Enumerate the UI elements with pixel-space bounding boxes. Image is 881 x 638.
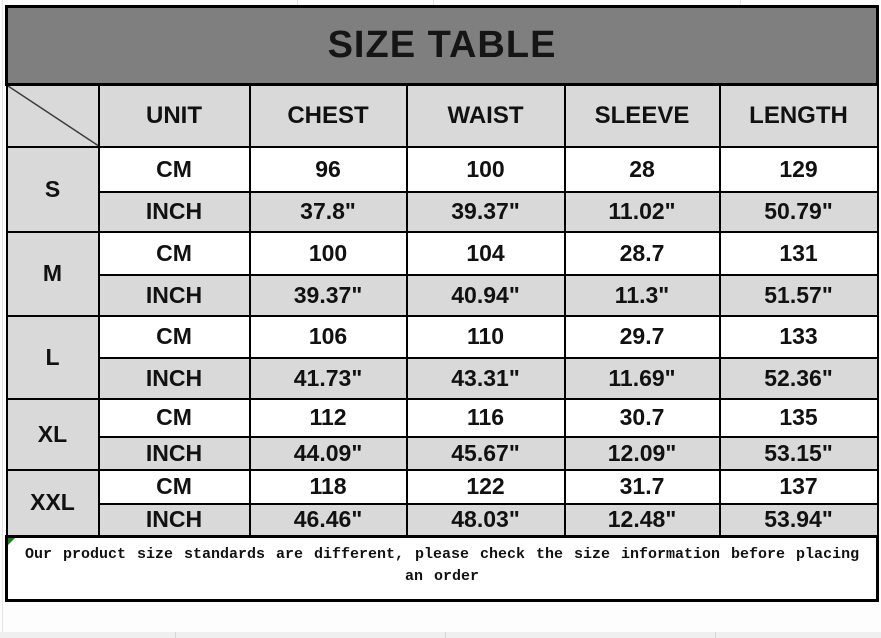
value-cell: 104	[405, 230, 566, 276]
column-header-waist: WAIST	[405, 83, 566, 148]
unit-cell: CM	[97, 397, 251, 438]
value-cell: 100	[248, 230, 408, 276]
value-cell: 45.67"	[405, 435, 566, 471]
sheet-gridline	[297, 0, 298, 5]
value-cell: 43.31"	[405, 356, 566, 400]
size-label-s: S	[5, 145, 100, 233]
value-cell: 133	[718, 314, 879, 359]
value-cell: 46.46"	[248, 502, 408, 538]
value-cell: 131	[718, 230, 879, 276]
table-row-xxl-inch: INCH 46.46" 48.03" 12.48" 53.94"	[7, 502, 879, 538]
value-cell: 28.7	[563, 230, 721, 276]
value-cell: 135	[718, 397, 879, 438]
table-row-m-inch: INCH 39.37" 40.94" 11.3" 51.57"	[7, 273, 879, 317]
unit-cell: INCH	[97, 502, 251, 538]
value-cell: 11.02"	[563, 190, 721, 233]
value-cell: 112	[248, 397, 408, 438]
value-cell: 137	[718, 468, 879, 505]
table-row-s-cm: S CM 96 100 28 129	[5, 145, 879, 233]
column-header-sleeve: SLEEVE	[563, 83, 721, 148]
size-label-m: M	[5, 230, 100, 317]
value-cell: 106	[248, 314, 408, 359]
value-cell: 40.94"	[405, 273, 566, 317]
table-row-xl-cm: XL CM 112 116 30.7 135	[5, 397, 879, 471]
value-cell: 51.57"	[718, 273, 879, 317]
unit-cell: INCH	[97, 190, 251, 233]
value-cell: 12.48"	[563, 502, 721, 538]
value-cell: 41.73"	[248, 356, 408, 400]
value-cell: 52.36"	[718, 356, 879, 400]
diagonal-corner-cell	[5, 83, 100, 148]
size-label-xl: XL	[5, 397, 100, 471]
sheet-gridline	[740, 0, 741, 5]
sheet-gridline	[433, 0, 434, 5]
unit-cell: INCH	[97, 273, 251, 317]
note-row: Our product size standards are different…	[4, 535, 880, 602]
table-row-l-cm: L CM 106 110 29.7 133	[5, 314, 879, 400]
diagonal-line-icon	[8, 86, 98, 146]
title-row: SIZE TABLE	[4, 5, 880, 86]
size-label-xxl: XXL	[5, 468, 100, 538]
value-cell: 118	[248, 468, 408, 505]
value-cell: 39.37"	[405, 190, 566, 233]
column-header-length: LENGTH	[718, 83, 879, 148]
value-cell: 116	[405, 397, 566, 438]
table-row-xl-inch: INCH 44.09" 45.67" 12.09" 53.15"	[7, 435, 879, 471]
value-cell: 11.69"	[563, 356, 721, 400]
size-note-cell: Our product size standards are different…	[4, 535, 880, 602]
sheet-gridline	[175, 632, 176, 638]
value-cell: 53.15"	[718, 435, 879, 471]
value-cell: 28	[563, 145, 721, 193]
table-row-l-inch: INCH 41.73" 43.31" 11.69" 52.36"	[7, 356, 879, 400]
value-cell: 11.3"	[563, 273, 721, 317]
unit-cell: CM	[97, 230, 251, 276]
value-cell: 50.79"	[718, 190, 879, 233]
table-row-xxl-cm: XXL CM 118 122 31.7 137	[5, 468, 879, 538]
column-header-row: UNIT CHEST WAIST SLEEVE LENGTH	[5, 83, 879, 148]
page-title: SIZE TABLE	[4, 5, 880, 86]
table-row-m-cm: M CM 100 104 28.7 131	[5, 230, 879, 317]
value-cell: 30.7	[563, 397, 721, 438]
value-cell: 110	[405, 314, 566, 359]
value-cell: 100	[405, 145, 566, 193]
unit-cell: INCH	[97, 356, 251, 400]
size-table: SIZE TABLE UNIT CHEST WAIST SLEEVE LENGT…	[4, 5, 880, 602]
value-cell: 48.03"	[405, 502, 566, 538]
unit-cell: CM	[97, 145, 251, 193]
unit-cell: CM	[97, 314, 251, 359]
value-cell: 53.94"	[718, 502, 879, 538]
unit-cell: INCH	[97, 435, 251, 471]
sheet-gridline	[715, 632, 716, 638]
value-cell: 29.7	[563, 314, 721, 359]
value-cell: 31.7	[563, 468, 721, 505]
sheet-gridline	[445, 632, 446, 638]
value-cell: 129	[718, 145, 879, 193]
size-note-text: Our product size standards are different…	[24, 546, 860, 585]
value-cell: 37.8"	[248, 190, 408, 233]
cell-corner-marker-icon	[9, 539, 15, 545]
size-label-l: L	[5, 314, 100, 400]
value-cell: 12.09"	[563, 435, 721, 471]
unit-cell: CM	[97, 468, 251, 505]
value-cell: 39.37"	[248, 273, 408, 317]
value-cell: 44.09"	[248, 435, 408, 471]
value-cell: 96	[248, 145, 408, 193]
value-cell: 122	[405, 468, 566, 505]
column-header-chest: CHEST	[248, 83, 408, 148]
sheet-gridline	[2, 0, 3, 638]
table-row-s-inch: INCH 37.8" 39.37" 11.02" 50.79"	[7, 190, 879, 233]
sheet-bottom-strip	[0, 632, 881, 638]
column-header-unit: UNIT	[97, 83, 251, 148]
